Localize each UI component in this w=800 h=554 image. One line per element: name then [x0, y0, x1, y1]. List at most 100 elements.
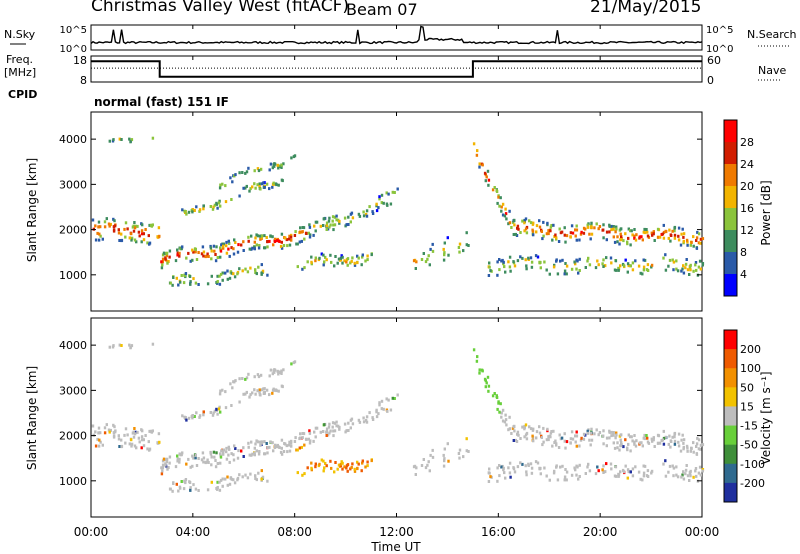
power-cell — [633, 234, 636, 238]
power-cell — [218, 282, 222, 286]
velocity-cell — [221, 477, 224, 481]
velocity-cell — [507, 466, 510, 470]
power-cell — [320, 252, 323, 256]
power-cell — [263, 234, 266, 238]
power-cell — [221, 246, 225, 250]
velocity-cell — [571, 437, 575, 441]
velocity-cell — [578, 463, 581, 467]
power-cell — [586, 223, 589, 227]
power-cell — [347, 223, 350, 226]
velocity-cell — [141, 429, 144, 433]
power-cell — [446, 236, 449, 240]
power-colorbar-segment — [724, 164, 737, 187]
velocity-cell — [627, 433, 630, 437]
velocity-cell — [614, 436, 617, 440]
velocity-cell — [500, 465, 503, 469]
power-cell — [167, 260, 170, 263]
velocity-cell — [642, 471, 646, 475]
velocity-cell — [493, 392, 496, 395]
velocity-cell — [447, 459, 450, 463]
power-cell — [584, 266, 587, 269]
power-cell — [664, 268, 668, 272]
velocity-cell — [634, 444, 638, 448]
power-cell — [212, 244, 216, 248]
power-cell — [536, 255, 540, 259]
velocity-cell — [266, 479, 269, 483]
power-cell — [353, 263, 357, 267]
power-cell — [563, 233, 566, 237]
power-cell — [247, 239, 250, 243]
power-cell — [525, 267, 528, 271]
power-cell — [673, 233, 677, 237]
velocity-cell — [195, 411, 198, 415]
velocity-cell — [570, 430, 574, 434]
power-cell — [200, 252, 204, 256]
power-cell — [124, 235, 127, 239]
power-cell — [573, 260, 576, 264]
velocity-cell — [97, 426, 101, 430]
power-cell — [524, 227, 528, 231]
power-cell — [112, 228, 116, 232]
power-cell — [689, 268, 692, 272]
power-cell — [541, 237, 544, 241]
power-cell — [108, 224, 111, 228]
velocity-cell — [495, 395, 498, 399]
power-cell — [574, 234, 577, 238]
freq-ytick-left: 8 — [80, 74, 87, 87]
power-cell — [375, 204, 378, 208]
power-cell — [586, 259, 589, 263]
velocity-cell — [642, 436, 645, 440]
velocity-cell — [595, 428, 598, 432]
velocity-cell — [365, 420, 369, 424]
velocity-cell — [164, 463, 167, 467]
velocity-cell — [187, 416, 191, 420]
velocity-cell — [128, 343, 131, 347]
power-colorbar-tick: 8 — [740, 246, 747, 259]
power-cell — [612, 235, 615, 239]
power-cell — [604, 264, 607, 268]
power-cell — [346, 257, 350, 261]
velocity-cell — [584, 472, 587, 475]
velocity-cell — [443, 447, 446, 451]
velocity-cell — [162, 457, 166, 461]
velocity-cell — [505, 423, 508, 427]
velocity-cell — [676, 475, 680, 479]
power-colorbar-frame — [723, 119, 738, 297]
velocity-cell — [132, 435, 136, 439]
velocity-cell — [191, 464, 194, 468]
power-cell — [343, 259, 346, 263]
velocity-cell — [332, 434, 335, 438]
velocity-cell — [257, 452, 261, 456]
power-cell — [192, 250, 195, 254]
power-cell — [614, 259, 618, 263]
velocity-cell — [229, 476, 233, 480]
power-cell — [387, 192, 390, 196]
power-cell — [140, 240, 143, 244]
velocity-cell — [245, 376, 249, 380]
power-cell — [697, 241, 701, 245]
velocity-cell — [200, 458, 204, 462]
velocity-cell — [266, 446, 269, 449]
power-cell — [698, 259, 702, 263]
velocity-cell — [212, 450, 216, 454]
velocity-cell — [637, 470, 641, 474]
velocity-cell — [529, 462, 533, 466]
velocity-colorbar-segment — [724, 444, 737, 465]
velocity-cell — [240, 449, 243, 453]
power-cell — [656, 227, 660, 231]
velocity-cell — [414, 473, 417, 476]
power-colorbar-segment — [724, 230, 737, 253]
velocity-cell — [214, 465, 218, 469]
velocity-cell — [197, 489, 200, 492]
velocity-cell — [375, 408, 378, 412]
velocity-cell — [96, 437, 99, 441]
velocity-cell — [253, 446, 256, 450]
velocity-cell — [207, 461, 210, 464]
power-cell — [651, 233, 654, 237]
velocity-cell — [610, 434, 613, 438]
velocity-cell — [652, 438, 655, 442]
velocity-cell — [612, 431, 615, 434]
power-colorbar-tick: 24 — [740, 158, 754, 171]
velocity-cell — [142, 444, 146, 448]
